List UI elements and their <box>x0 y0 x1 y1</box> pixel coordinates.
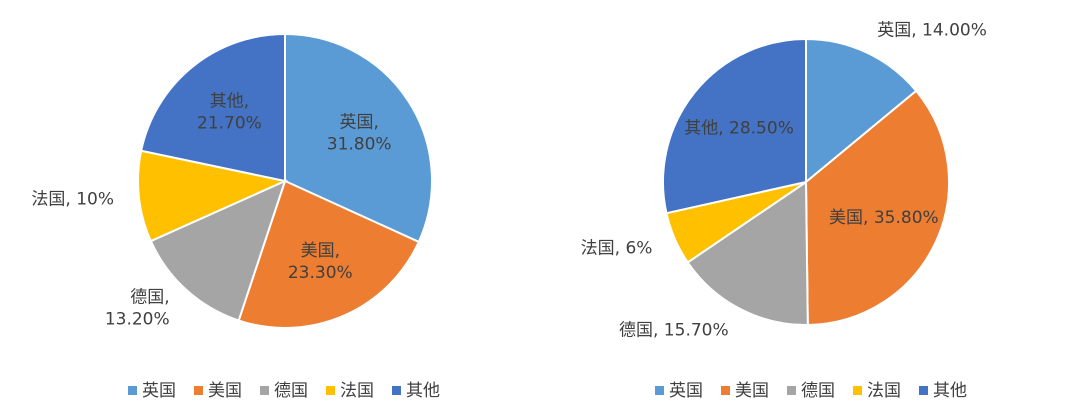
legend-swatch <box>128 386 137 395</box>
legend-swatch <box>194 386 203 395</box>
pie-slice <box>662 37 807 215</box>
legend-label: 其他 <box>933 381 967 401</box>
data-label: 其他, 21.70% <box>197 92 262 134</box>
data-label: 其他, 28.50% <box>684 118 794 138</box>
pie-slice <box>149 179 287 322</box>
pie-slice <box>139 32 286 183</box>
legend-label: 英国 <box>669 381 703 401</box>
legend-label: 其他 <box>406 381 440 401</box>
legend-label: 法国 <box>340 381 374 401</box>
pie-slice <box>805 37 918 185</box>
legend-swatch <box>655 386 664 395</box>
data-label: 法国, 6% <box>581 238 653 258</box>
legend-label: 德国 <box>274 381 308 401</box>
legend-label: 德国 <box>801 381 835 401</box>
legend-swatch <box>326 386 335 395</box>
data-label: 英国, 31.80% <box>327 112 392 154</box>
data-label: 美国, 35.80% <box>829 208 939 228</box>
legend-swatch <box>853 386 862 395</box>
legend-swatch <box>787 386 796 395</box>
legend-swatch <box>392 386 401 395</box>
legend-swatch <box>260 386 269 395</box>
legend-label: 美国 <box>735 381 769 401</box>
pie-slice <box>237 179 421 329</box>
legend-swatch <box>919 386 928 395</box>
data-label: 德国, 13.20% <box>105 288 170 330</box>
data-label: 英国, 14.00% <box>877 21 987 41</box>
pie-slice <box>686 180 809 326</box>
legend-label: 英国 <box>142 381 176 401</box>
legend-label: 美国 <box>208 381 242 401</box>
pie-slice <box>284 32 433 244</box>
legend-swatch <box>721 386 730 395</box>
legend-label: 法国 <box>867 381 901 401</box>
data-label: 德国, 15.70% <box>619 320 729 340</box>
data-label: 美国, 23.30% <box>288 241 353 283</box>
data-label: 法国, 10% <box>31 189 114 209</box>
pie-slice <box>804 89 950 327</box>
